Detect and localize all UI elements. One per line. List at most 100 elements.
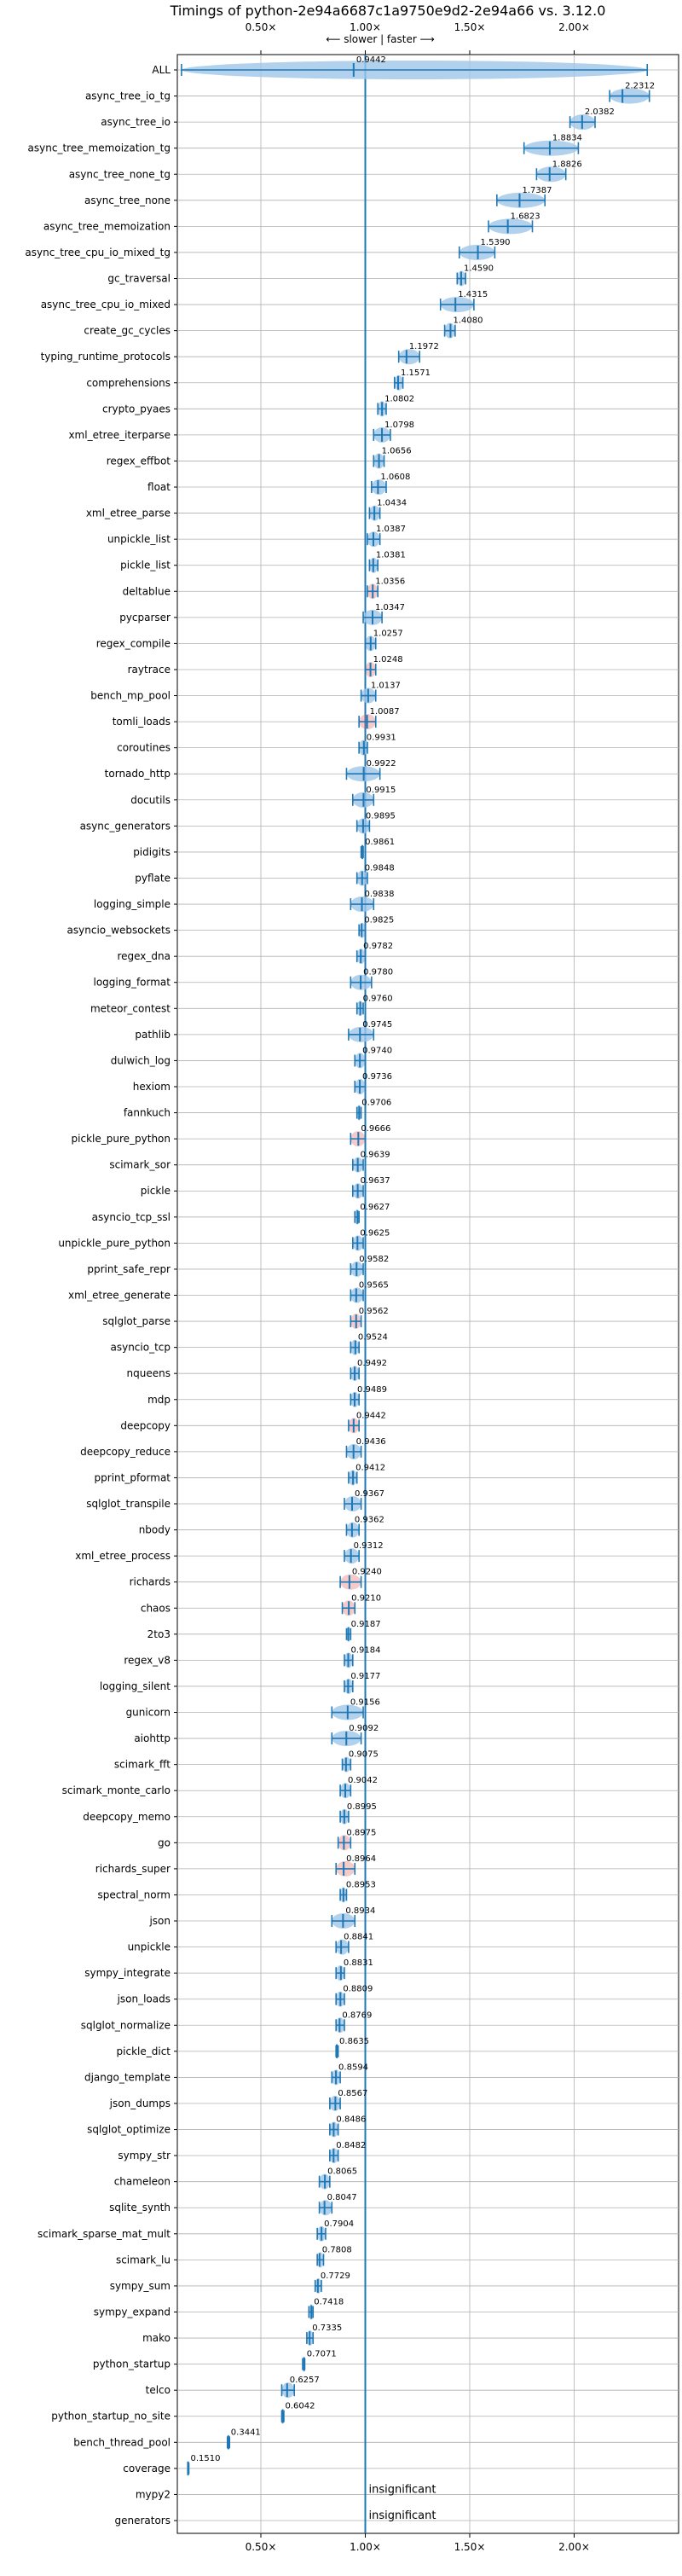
category-label: tomli_loads: [113, 716, 170, 728]
category-label: regex_compile: [96, 637, 170, 649]
category-label: mypy2: [136, 2488, 170, 2500]
category-label: chaos: [141, 1602, 170, 1614]
value-label: 1.0356: [375, 577, 405, 586]
value-label: 0.8065: [327, 2167, 357, 2177]
value-label: 0.9745: [362, 1020, 392, 1030]
category-label: asyncio_tcp_ssl: [92, 1211, 170, 1223]
value-label: 0.9436: [356, 1437, 386, 1447]
value-label: 2.2312: [625, 82, 655, 91]
value-label: 0.9412: [355, 1463, 385, 1472]
x-tick-label-top: 2.00×: [558, 21, 590, 33]
category-label: json_loads: [117, 1993, 170, 2005]
value-label: 0.9492: [357, 1359, 387, 1368]
category-label: asyncio_websockets: [67, 925, 170, 937]
value-label: 0.9780: [363, 968, 393, 978]
value-label: 0.8975: [346, 1828, 376, 1837]
category-label: pickle: [141, 1185, 170, 1197]
value-label: 0.9639: [361, 1151, 390, 1160]
category-label: hexiom: [133, 1081, 170, 1093]
category-label: json_dumps: [109, 2097, 170, 2109]
value-label: 0.8841: [344, 1933, 373, 1942]
category-label: deepcopy_memo: [83, 1811, 170, 1823]
category-label: deepcopy_reduce: [80, 1446, 170, 1458]
value-label: 0.9838: [365, 890, 395, 899]
x-tick-label-top: 1.00×: [350, 21, 381, 33]
value-label: 1.0087: [370, 707, 400, 717]
category-label: telco: [146, 2384, 170, 2396]
category-labels: ALL async_tree_io_tg async_tree_io async_tr…: [25, 64, 177, 2527]
category-label: xml_etree_process: [75, 1550, 170, 1562]
category-label: scimark_fft: [114, 1759, 170, 1771]
value-label: 1.0434: [377, 499, 407, 508]
category-label: pyflate: [135, 872, 170, 884]
value-label: 0.8809: [343, 1985, 373, 1994]
category-label: pickle_pure_python: [72, 1133, 170, 1145]
x-tick-label-bottom: 2.00×: [558, 2541, 590, 2553]
category-label: unpickle: [128, 1941, 170, 1953]
value-label: 0.9915: [366, 786, 396, 795]
value-label: 0.7071: [307, 2350, 337, 2359]
category-label: sympy_integrate: [84, 1967, 170, 1979]
value-label: 1.0387: [376, 525, 406, 534]
value-label: 0.9442: [356, 55, 386, 65]
category-label: nbody: [139, 1524, 170, 1536]
category-label: richards: [130, 1576, 170, 1588]
category-label: meteor_contest: [90, 1002, 170, 1014]
value-label: 0.9092: [349, 1724, 379, 1733]
category-label: bench_thread_pool: [73, 2436, 170, 2448]
value-label: 0.9740: [362, 1046, 392, 1055]
category-label: deltablue: [123, 585, 170, 597]
category-label: async_tree_io: [101, 116, 170, 128]
value-label: 0.9187: [351, 1620, 381, 1629]
x-tick-label-top: 0.50×: [246, 21, 277, 33]
x-tick-label-bottom: 0.50×: [246, 2541, 277, 2553]
grid-lines: [177, 55, 679, 2533]
category-label: docutils: [130, 794, 170, 806]
category-label: coverage: [123, 2463, 170, 2474]
value-label: 1.0248: [373, 655, 403, 664]
category-label: sqlglot_parse: [102, 1315, 170, 1327]
value-label: 0.8594: [338, 2063, 368, 2072]
category-label: unpickle_list: [107, 533, 170, 545]
category-label: asyncio_tcp: [110, 1342, 170, 1354]
value-label: 1.6823: [511, 212, 540, 221]
category-label: crypto_pyaes: [102, 403, 170, 415]
category-label: coroutines: [117, 742, 170, 754]
value-label: 0.8995: [347, 1802, 377, 1812]
value-label: 0.9524: [358, 1333, 388, 1343]
category-label: nqueens: [127, 1367, 170, 1379]
value-label: 1.1571: [401, 368, 431, 378]
category-label: async_tree_memoization: [43, 220, 170, 232]
value-label: 0.3441: [231, 2428, 261, 2437]
axis-ticks: 0.50× 0.50× 1.00× 1.00× 1.50× 1.50× 2.00× 2.00×: [246, 21, 590, 2553]
value-label: 1.0798: [384, 421, 414, 430]
category-label: generators: [114, 2515, 170, 2527]
value-label: 1.0137: [371, 682, 401, 691]
category-label: gc_traversal: [107, 273, 170, 285]
insignificant-label: insignificant: [369, 2483, 436, 2496]
category-label: sqlite_synth: [109, 2202, 170, 2213]
value-label: 0.9562: [359, 1307, 389, 1316]
value-label: 0.9895: [366, 811, 396, 821]
value-label: 0.8482: [336, 2141, 366, 2150]
value-label: 0.9782: [363, 942, 393, 951]
x-tick-label-bottom: 1.00×: [350, 2541, 381, 2553]
value-label: 0.9706: [361, 1099, 391, 1108]
category-label: xml_etree_parse: [86, 508, 170, 519]
value-label: 1.0381: [376, 551, 406, 560]
value-label: 0.9736: [362, 1072, 392, 1082]
category-label: typing_runtime_protocols: [41, 351, 170, 363]
category-label: logging_simple: [94, 898, 170, 910]
x-tick-label-bottom: 1.50×: [454, 2541, 486, 2553]
x-tick-label-top: 1.50×: [454, 21, 486, 33]
direction-label: ⟵ slower | faster ⟶: [326, 33, 435, 45]
category-label: bench_mp_pool: [90, 690, 170, 702]
value-label: 0.9848: [365, 863, 395, 873]
value-label: 0.9177: [350, 1672, 380, 1681]
category-label: async_tree_none_tg: [69, 168, 170, 180]
category-label: aiohttp: [134, 1732, 170, 1744]
value-label: 1.0608: [380, 473, 410, 482]
category-label: xml_etree_generate: [68, 1290, 170, 1302]
category-label: pprint_pformat: [95, 1471, 171, 1483]
